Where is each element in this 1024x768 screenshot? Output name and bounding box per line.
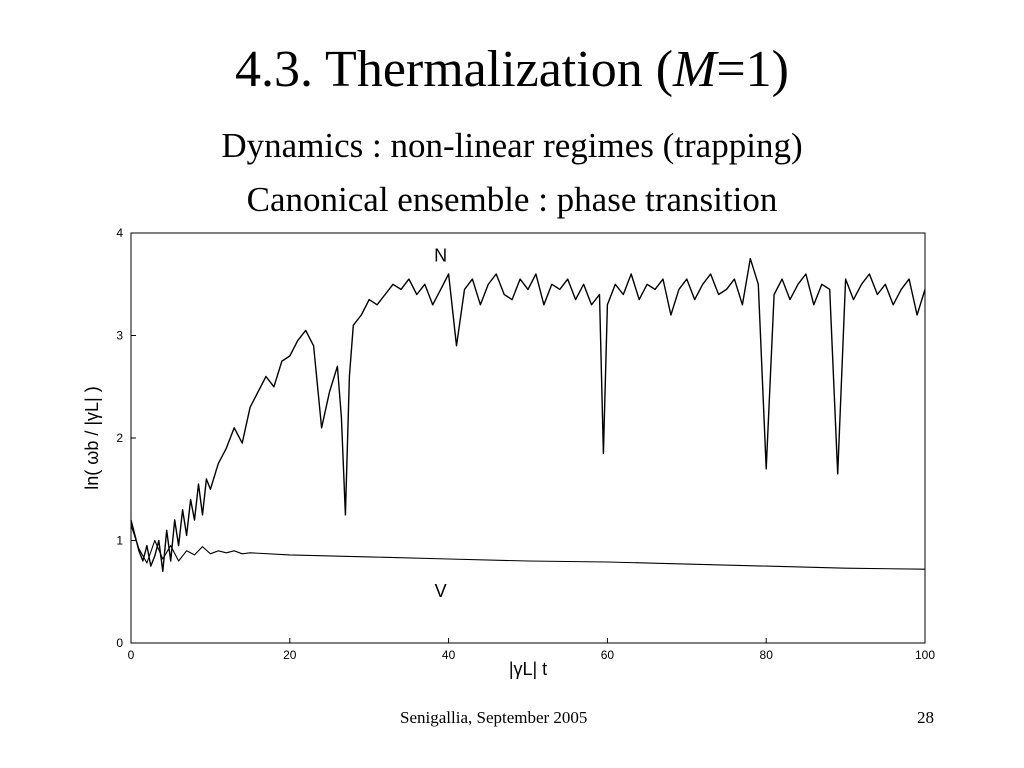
slide-subtitle-dynamics: Dynamics : non-linear regimes (trapping) xyxy=(221,126,803,165)
y-tick-label: 3 xyxy=(116,329,123,343)
footer-venue: Senigallia, September 2005 xyxy=(400,708,588,727)
series-line-V xyxy=(130,524,926,570)
y-axis-label: ln( ωb / |γL| ) xyxy=(82,386,102,489)
y-tick-label: 4 xyxy=(116,226,123,240)
series-line-N xyxy=(130,257,926,572)
title-suffix: =1) xyxy=(716,41,789,98)
title-variable: M xyxy=(673,41,717,98)
annotation-N: N xyxy=(434,246,447,266)
y-tick-label: 2 xyxy=(116,431,123,445)
footer-page-number: 28 xyxy=(917,708,934,727)
slide-subtitle-canonical: Canonical ensemble : phase transition xyxy=(246,180,778,219)
title-prefix: 4.3. Thermalization ( xyxy=(235,41,674,98)
y-tick-label: 0 xyxy=(116,636,123,650)
slide-title: 4.3. Thermalization (M=1) xyxy=(0,40,1024,100)
plot-frame xyxy=(130,232,926,644)
y-tick-label: 1 xyxy=(116,534,123,548)
x-tick-label: 20 xyxy=(283,648,297,662)
x-tick-label: 100 xyxy=(915,648,935,662)
x-tick-label: 60 xyxy=(601,648,615,662)
annotation-V: V xyxy=(435,581,447,601)
x-tick-label: 80 xyxy=(760,648,774,662)
x-tick-label: 40 xyxy=(442,648,456,662)
x-axis-label: |γL| t xyxy=(509,659,547,679)
x-tick-label: 0 xyxy=(128,648,135,662)
